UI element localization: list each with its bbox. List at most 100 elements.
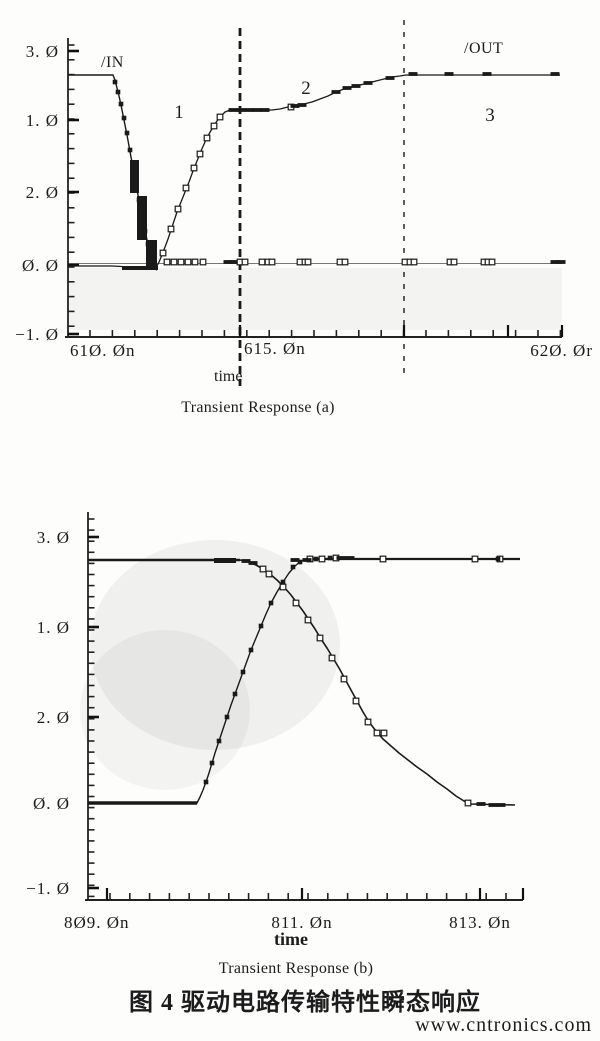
filled-square-marker: [290, 564, 296, 570]
open-square-marker: [341, 258, 349, 266]
filled-square-marker: [118, 101, 124, 107]
dash-marker: [345, 556, 355, 560]
chart-a: 3. Ø 1. Ø 2. Ø Ø. Ø −1. Ø 61Ø. Øn 615. Ø…: [15, 40, 593, 416]
watermark: www.cntronics.com: [415, 1014, 592, 1036]
filled-square-marker: [112, 79, 118, 85]
open-square-marker: [373, 729, 381, 737]
filled-square-marker: [115, 89, 121, 95]
filled-square-marker: [313, 556, 319, 562]
filled-square-marker: [130, 164, 136, 170]
chart-title: Transient Response (b): [219, 960, 373, 977]
filled-square-marker: [139, 212, 145, 218]
chart-title: Transient Response (a): [181, 399, 335, 416]
open-square-marker: [210, 122, 218, 130]
dash-marker: [244, 108, 254, 112]
open-square-marker: [182, 184, 190, 192]
dash-marker: [241, 559, 251, 563]
dash-marker: [408, 72, 418, 76]
open-square-marker: [167, 225, 175, 233]
waveform-trace: [88, 558, 520, 804]
region-label-2: 2: [301, 78, 311, 99]
dash-marker: [228, 108, 238, 112]
open-square-marker: [203, 134, 211, 142]
region-label-3: 3: [485, 105, 495, 126]
filled-square-marker: [258, 623, 264, 629]
open-square-marker: [318, 555, 326, 563]
filled-square-marker: [142, 228, 148, 234]
dash-marker: [444, 72, 454, 76]
dash-marker: [228, 260, 238, 264]
dash-marker: [351, 84, 361, 88]
dash-marker: [248, 561, 258, 565]
open-square-marker: [265, 570, 273, 578]
waveform-trace: [68, 74, 158, 271]
y-tick-label: 1. Ø: [37, 618, 70, 637]
chart-b: 3. Ø 1. Ø 2. Ø Ø. Ø −1. Ø 8Ø9. Øn 811. Ø…: [26, 528, 511, 977]
open-square-marker: [279, 583, 287, 591]
dash-marker: [550, 72, 560, 76]
dash-marker: [496, 803, 506, 807]
filled-square-marker: [224, 714, 230, 720]
curve-label-out: /OUT: [464, 40, 503, 57]
open-square-marker: [471, 555, 479, 563]
y-tick-label: 2. Ø: [37, 708, 70, 727]
dash-marker: [482, 72, 492, 76]
open-square-marker: [316, 634, 324, 642]
x-tick-label: 811. Øn: [271, 913, 332, 932]
open-square-marker: [163, 258, 171, 266]
y-tick-label: −1. Ø: [26, 879, 70, 898]
dash-marker: [385, 76, 395, 80]
filled-square-marker: [297, 559, 303, 565]
x-axis-title: time: [274, 929, 308, 949]
open-square-marker: [340, 675, 348, 683]
filled-square-marker: [248, 647, 254, 653]
region-label-1: 1: [174, 102, 184, 123]
open-square-marker: [184, 258, 192, 266]
open-square-marker: [241, 258, 249, 266]
x-tick-label: 61Ø. Øn: [70, 341, 136, 360]
dash-marker: [476, 802, 486, 806]
dash-marker: [331, 90, 341, 94]
y-tick-label: Ø. Ø: [33, 794, 70, 813]
dash-marker: [290, 558, 300, 562]
x-tick-label: 62Ø. Ør: [530, 341, 593, 360]
x-tick-label: 8Ø9. Øn: [64, 913, 130, 932]
open-square-marker: [258, 258, 266, 266]
open-square-marker: [259, 565, 267, 573]
open-square-marker: [174, 205, 182, 213]
dash-marker: [488, 803, 498, 807]
x-tick-label: 813. Øn: [449, 913, 511, 932]
open-square-marker: [364, 718, 372, 726]
dash-marker: [342, 86, 352, 90]
open-square-marker: [488, 258, 496, 266]
dash-marker: [363, 81, 373, 85]
open-square-marker: [159, 249, 167, 257]
dash-marker: [550, 260, 560, 264]
y-tick-label: 3. Ø: [37, 528, 70, 547]
filled-square-marker: [136, 197, 142, 203]
y-tick-label: 3. Ø: [26, 42, 59, 61]
open-square-marker: [216, 113, 224, 121]
open-square-marker: [304, 616, 312, 624]
open-square-marker: [191, 258, 199, 266]
filled-square-marker: [124, 130, 130, 136]
open-square-marker: [328, 654, 336, 662]
curve-label-in: /IN: [101, 54, 124, 71]
filled-square-marker: [145, 241, 151, 247]
dash-marker: [556, 260, 566, 264]
filled-square-marker: [232, 691, 238, 697]
filled-square-marker: [148, 253, 154, 259]
dash-marker: [236, 108, 246, 112]
dash-marker: [302, 558, 312, 562]
open-square-marker: [199, 258, 207, 266]
figure-caption: 图 4 驱动电路传输特性瞬态响应: [129, 988, 481, 1016]
open-square-marker: [410, 258, 418, 266]
marker-cluster: [137, 196, 147, 240]
open-square-marker: [190, 164, 198, 172]
filled-square-marker: [203, 779, 209, 785]
dash-marker: [252, 108, 262, 112]
open-square-marker: [196, 150, 204, 158]
open-square-marker: [268, 258, 276, 266]
